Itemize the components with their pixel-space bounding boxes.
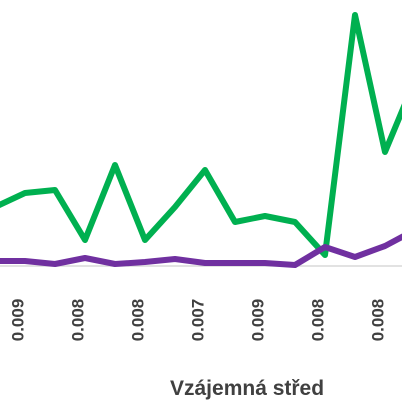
x-tick-label: 0.008	[68, 299, 87, 342]
x-axis-title: Vzájemná střed	[170, 377, 324, 400]
series-line	[0, 12, 402, 258]
x-tick-label: 0.009	[248, 299, 267, 342]
x-tick-label: 0.008	[128, 299, 147, 342]
x-tick-label: 0.008	[368, 299, 387, 342]
x-tick-label: 0.007	[188, 299, 207, 342]
series-line	[0, 233, 402, 268]
x-tick-label: 0.009	[8, 299, 27, 342]
x-tick-label: 0.008	[308, 299, 327, 342]
